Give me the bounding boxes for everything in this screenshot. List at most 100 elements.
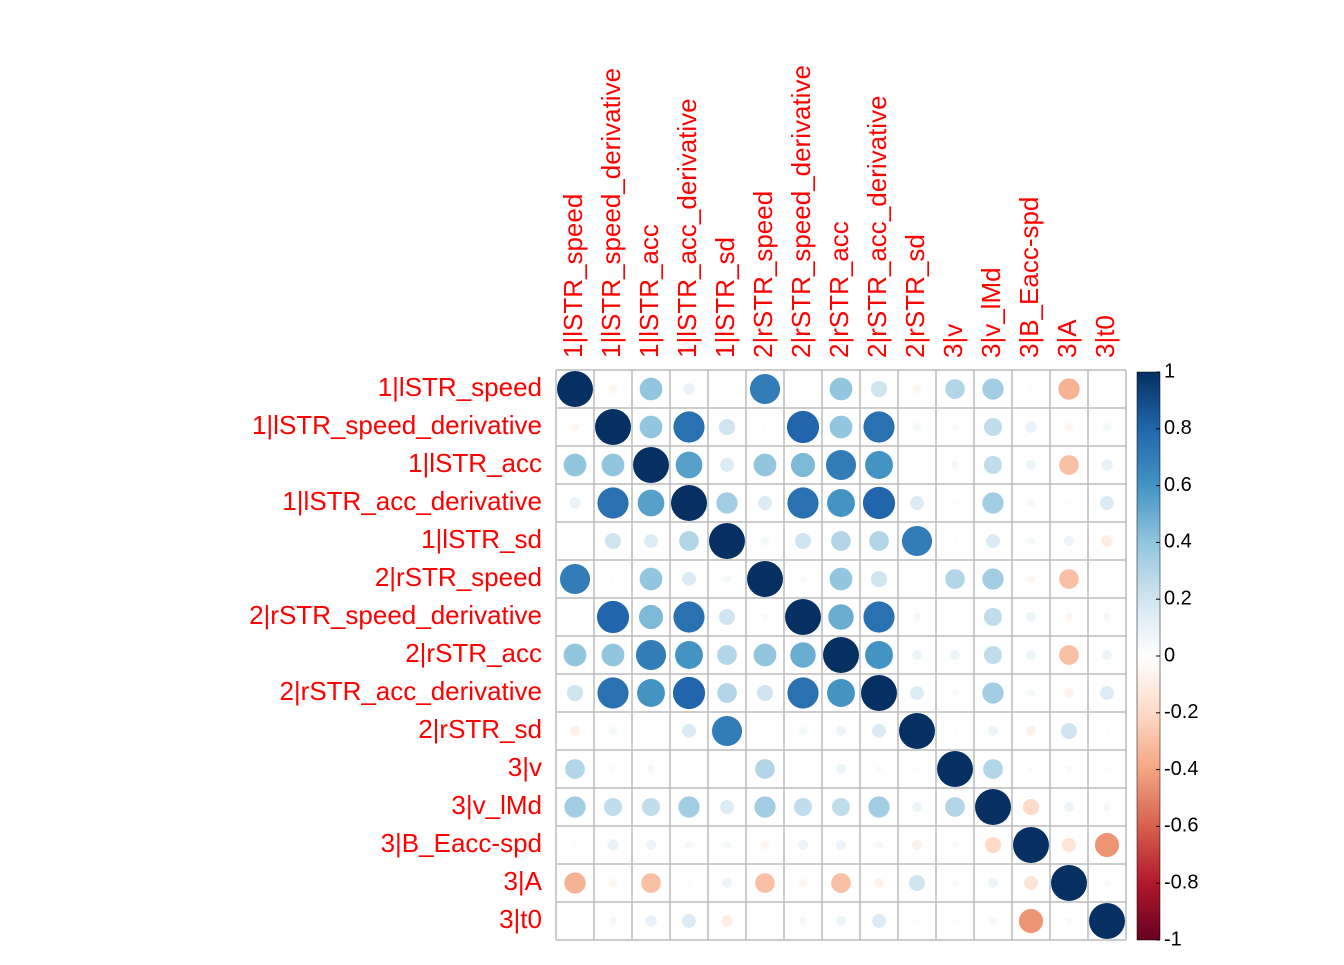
corr-circle xyxy=(910,686,924,700)
corr-circle xyxy=(787,677,819,709)
corr-circle xyxy=(563,643,587,667)
corr-circle xyxy=(911,801,923,813)
corr-circle xyxy=(945,797,965,817)
corr-circle xyxy=(829,567,853,591)
corr-circle xyxy=(945,569,965,589)
corr-circle xyxy=(679,531,699,551)
corr-circle xyxy=(984,456,1002,474)
corr-circle xyxy=(675,451,703,479)
corr-circle xyxy=(984,646,1002,664)
corr-circle xyxy=(912,422,922,432)
corr-circle xyxy=(762,424,768,430)
row-label: 3|v_lMd xyxy=(451,790,542,820)
corr-circle xyxy=(682,572,696,586)
corr-circle xyxy=(945,379,965,399)
corr-circle xyxy=(721,915,733,927)
row-label: 1|lSTR_acc_derivative xyxy=(282,486,542,516)
corr-circle xyxy=(914,766,920,772)
corr-circle xyxy=(874,840,884,850)
corr-circle xyxy=(645,915,657,927)
corr-circle xyxy=(862,486,896,520)
colorbar-tick-label: 0 xyxy=(1164,644,1175,666)
corr-circle xyxy=(1025,421,1037,433)
corr-circle xyxy=(1026,498,1036,508)
corr-circle xyxy=(910,496,924,510)
corr-circle xyxy=(911,649,923,661)
corr-circle xyxy=(635,639,667,671)
corr-circle xyxy=(633,447,669,483)
corr-circle xyxy=(835,725,847,737)
corr-circle xyxy=(827,489,855,517)
corr-circle xyxy=(982,568,1004,590)
corr-circle xyxy=(952,500,958,506)
corr-circle xyxy=(683,383,695,395)
corr-circle xyxy=(937,751,973,787)
corr-circle xyxy=(724,766,730,772)
corr-circle xyxy=(829,415,853,439)
corr-circle xyxy=(787,487,819,519)
corr-circle xyxy=(672,676,706,710)
column-label: 3|v xyxy=(938,324,968,358)
corr-circle xyxy=(1065,765,1073,773)
corr-circle xyxy=(829,377,853,401)
corr-circle xyxy=(644,534,658,548)
column-label: 1|lSTR_sd xyxy=(710,237,740,358)
corr-circle xyxy=(761,613,769,621)
corr-circle xyxy=(1018,908,1044,934)
corr-circle xyxy=(722,840,732,850)
corr-circle xyxy=(872,914,886,928)
corr-circle xyxy=(711,715,743,747)
corr-circle xyxy=(797,839,809,851)
corr-circle xyxy=(721,877,733,889)
row-label: 2|rSTR_speed_derivative xyxy=(249,600,542,630)
corr-circle xyxy=(799,575,807,583)
corr-circle xyxy=(1100,686,1114,700)
corr-circle xyxy=(987,725,999,737)
column-label: 2|rSTR_acc xyxy=(824,221,854,358)
row-label: 1|lSTR_sd xyxy=(421,524,542,554)
corr-circle xyxy=(607,839,619,851)
corr-circle xyxy=(755,759,775,779)
row-label: 2|rSTR_acc_derivative xyxy=(279,676,542,706)
corr-circle xyxy=(1059,569,1079,589)
corr-circle xyxy=(639,415,663,439)
corr-circle xyxy=(673,601,705,633)
colorbar-tick-label: -0.4 xyxy=(1164,758,1198,780)
corr-circle xyxy=(983,759,1003,779)
corr-circle xyxy=(951,879,959,887)
row-label: 3|B_Eacc-spd xyxy=(381,828,542,858)
corr-circle xyxy=(1104,766,1110,772)
corr-circle xyxy=(835,915,847,927)
corr-circle xyxy=(563,453,587,477)
corr-circle xyxy=(754,796,776,818)
row-label: 1|lSTR_speed xyxy=(378,372,542,402)
corr-circle xyxy=(951,423,959,431)
corr-circle xyxy=(675,641,703,669)
corr-circle xyxy=(608,726,618,736)
corr-circle xyxy=(870,570,888,588)
corr-circle xyxy=(975,789,1011,825)
corr-circle xyxy=(1062,838,1076,852)
corr-circle xyxy=(790,642,816,668)
corr-circle xyxy=(1059,455,1079,475)
corr-circle xyxy=(1102,422,1112,432)
corr-circle xyxy=(1094,832,1120,858)
corr-circle xyxy=(1104,728,1110,734)
corr-circle xyxy=(828,604,854,630)
column-label: 3|v_lMd xyxy=(976,267,1006,358)
corr-circle xyxy=(863,411,895,443)
corr-circle xyxy=(639,567,663,591)
corr-circle xyxy=(798,916,808,926)
corr-circle xyxy=(786,410,820,444)
column-label: 1|lSTR_acc_derivative xyxy=(672,98,702,358)
corr-circle xyxy=(639,377,663,401)
corr-circle xyxy=(755,873,775,893)
colorbar-tick-label: 0.6 xyxy=(1164,474,1192,496)
column-label: 1|lSTR_speed xyxy=(558,194,588,358)
corr-circle xyxy=(825,449,857,481)
corr-circle xyxy=(1089,903,1125,939)
corr-circle xyxy=(572,842,578,848)
corr-circle xyxy=(861,675,897,711)
corr-circle xyxy=(835,839,847,851)
corr-circle xyxy=(951,841,959,849)
